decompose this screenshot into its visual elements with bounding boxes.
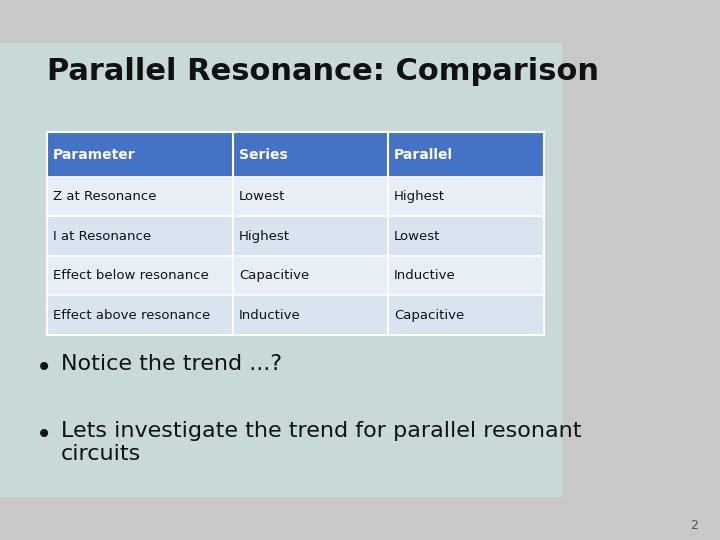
Text: Effect below resonance: Effect below resonance — [53, 269, 208, 282]
Text: Effect above resonance: Effect above resonance — [53, 308, 210, 321]
Text: Parameter: Parameter — [53, 147, 135, 161]
Text: Highest: Highest — [394, 190, 445, 203]
Bar — [47, 256, 544, 295]
Text: •: • — [36, 354, 53, 382]
Text: Capacitive: Capacitive — [239, 269, 309, 282]
Text: •: • — [36, 421, 53, 449]
Bar — [47, 132, 544, 335]
Text: Lowest: Lowest — [239, 190, 285, 203]
Text: Inductive: Inductive — [239, 308, 301, 321]
Text: Lets investigate the trend for parallel resonant
circuits: Lets investigate the trend for parallel … — [61, 421, 582, 464]
Bar — [0, 43, 562, 497]
Text: Lowest: Lowest — [394, 230, 441, 242]
Text: Notice the trend ...?: Notice the trend ...? — [61, 354, 282, 374]
Text: Capacitive: Capacitive — [394, 308, 464, 321]
Text: Series: Series — [239, 147, 287, 161]
Bar — [47, 132, 544, 335]
Text: 2: 2 — [690, 519, 698, 532]
Text: Inductive: Inductive — [394, 269, 456, 282]
Text: Z at Resonance: Z at Resonance — [53, 190, 156, 203]
Bar — [47, 217, 544, 256]
Bar — [47, 295, 544, 335]
Text: Highest: Highest — [239, 230, 290, 242]
Bar — [47, 132, 544, 177]
Bar — [47, 177, 544, 217]
Text: Parallel Resonance: Comparison: Parallel Resonance: Comparison — [47, 57, 599, 86]
Text: I at Resonance: I at Resonance — [53, 230, 150, 242]
Text: Parallel: Parallel — [394, 147, 453, 161]
